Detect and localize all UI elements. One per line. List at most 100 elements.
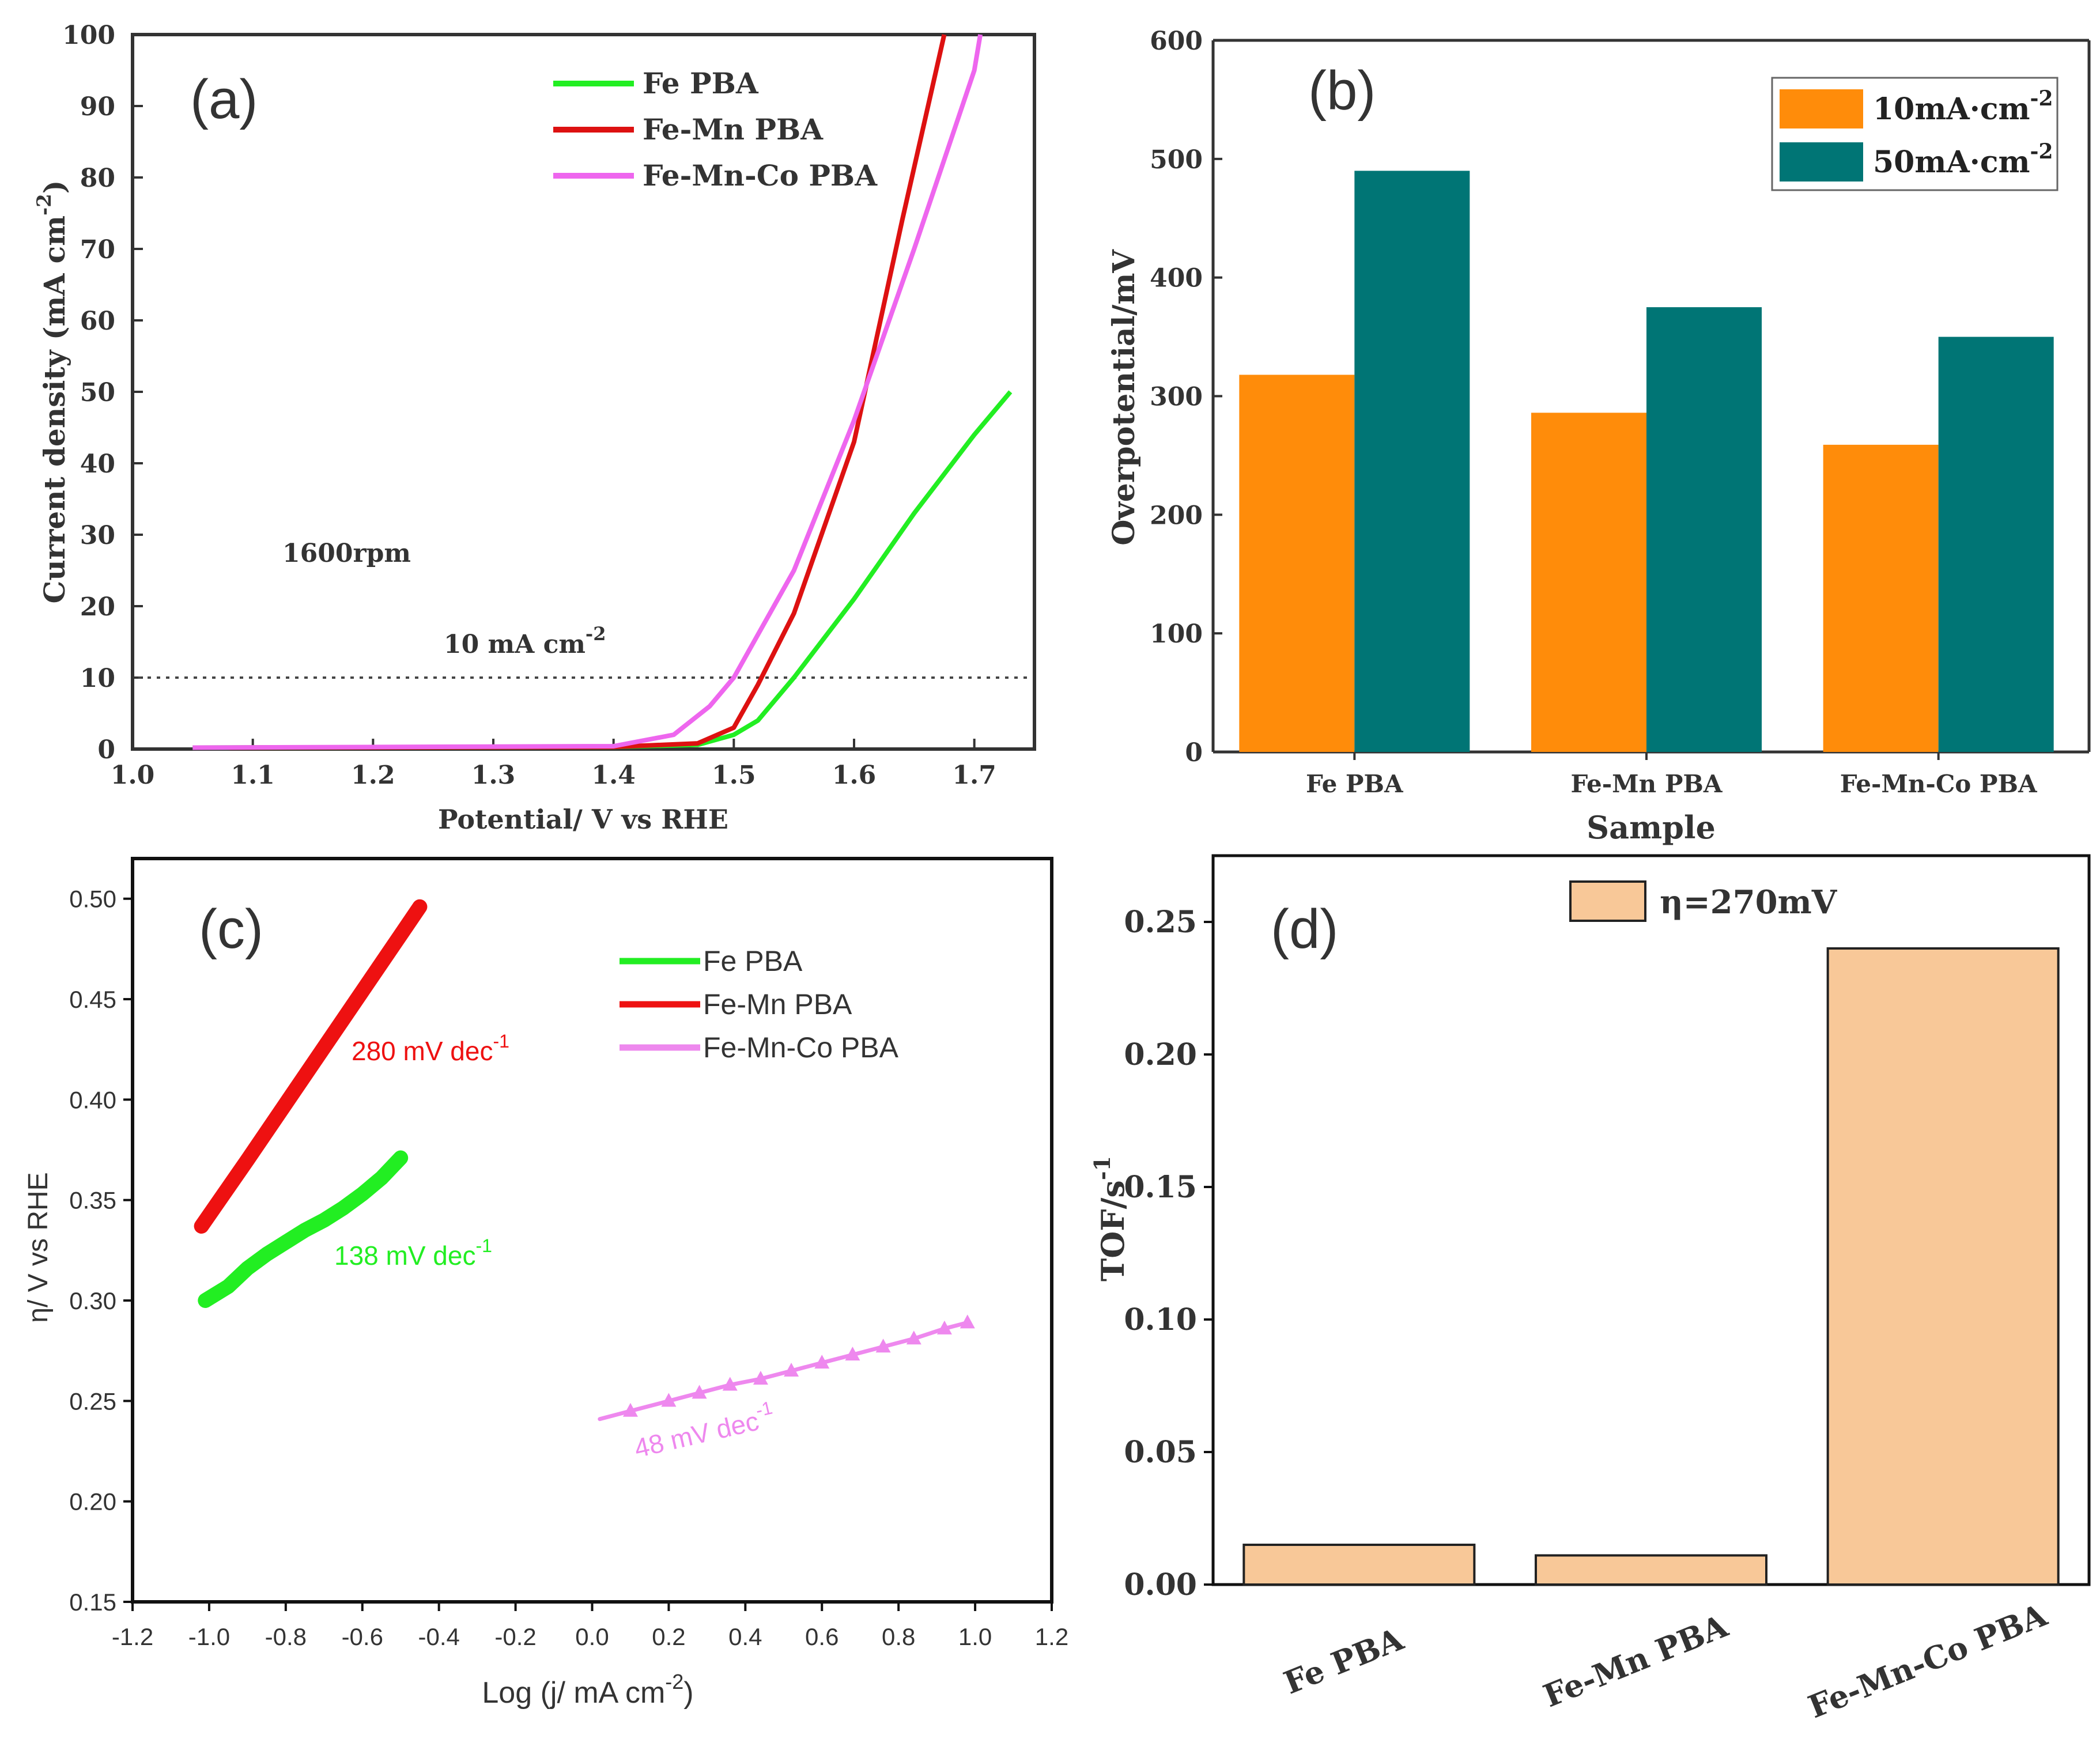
- panel-a-series-line-1: [228, 34, 947, 750]
- panel-a-x-tick-label: 1.3: [471, 761, 516, 790]
- panel-a-x-tick-label: 1.6: [832, 761, 877, 790]
- panel-b-y-tick-label: 500: [1150, 145, 1203, 175]
- panel-c-legend-label: Fe PBA: [703, 945, 803, 977]
- panel-b-bar: [1354, 171, 1470, 753]
- panel-a-rpm-annotation: 1600rpm: [282, 539, 411, 568]
- panel-b-y-tick-label: 0: [1185, 738, 1203, 768]
- panel-b-legend-label: 10mA·cm-2: [1873, 86, 2053, 127]
- panel-c-marker: [622, 1402, 638, 1417]
- panel-b-bar: [1823, 444, 1939, 752]
- panel-b-x-tick-label: Fe-Mn PBA: [1571, 770, 1723, 798]
- panel-b-x-tick-label: Fe PBA: [1306, 770, 1404, 798]
- panel-d-y-tick-label: 0.00: [1124, 1567, 1197, 1602]
- panel-a-x-axis-title: Potential/ V vs RHE: [438, 804, 728, 835]
- panel-a-x-tick-label: 1.0: [111, 761, 155, 790]
- panel-b-y-tick-label: 600: [1150, 27, 1203, 56]
- panel-c-marker: [845, 1347, 860, 1361]
- panel-b-x-axis-title: Sample: [1587, 809, 1716, 846]
- panel-c-y-tick-label: 0.25: [69, 1388, 116, 1415]
- panel-c-x-tick-label: 1.0: [958, 1623, 992, 1650]
- panel-d-y-axis-title: TOF/s-1: [1089, 1156, 1131, 1281]
- panel-c-x-tick-label: -0.6: [342, 1623, 383, 1650]
- panel-b-bar: [1646, 307, 1762, 752]
- panel-b-legend-label: 50mA·cm-2: [1873, 139, 2053, 180]
- panel-c-marker: [814, 1355, 830, 1369]
- panel-c-marker: [906, 1330, 921, 1345]
- panel-b-bar: [1239, 375, 1355, 752]
- panel-c-x-tick-label: 0.0: [575, 1623, 609, 1650]
- panel-a-y-tick-label: 10: [80, 664, 115, 693]
- panel-a-y-tick-label: 80: [80, 164, 115, 193]
- panel-a-y-tick-label: 30: [80, 521, 115, 550]
- panel-c-y-tick-label: 0.50: [69, 886, 116, 913]
- panel-d-bar: [1826, 947, 2060, 1586]
- panel-c-slope-label: 138 mV dec-1: [334, 1235, 492, 1271]
- panel-a-label: (a): [190, 69, 258, 130]
- panel-c-x-tick-label: 0.8: [882, 1623, 915, 1650]
- panel-d-label: (d): [1271, 898, 1338, 960]
- panel-c-marker: [661, 1393, 677, 1407]
- panel-d-y-tick-label: 0.15: [1124, 1170, 1197, 1205]
- panel-c-x-tick-label: 0.4: [728, 1623, 762, 1650]
- panel-c-x-tick-label: -0.8: [265, 1623, 307, 1650]
- panel-a-x-tick-label: 1.5: [712, 761, 756, 790]
- panel-a-series-line-2: [192, 34, 983, 750]
- panel-a-y-tick-label: 0: [97, 735, 115, 765]
- panel-b-y-tick-label: 200: [1150, 501, 1203, 530]
- panel-c-marker: [875, 1339, 891, 1353]
- panel-c-y-axis-title: η/ V vs RHE: [23, 1172, 54, 1322]
- panel-c-marker: [722, 1377, 738, 1391]
- panel-c-tafel-chart: 0.15 0.20 0.25 0.30 0.35 0.40 0.45 0.50 -1.2 -1.…: [23, 857, 1068, 1710]
- panel-c-marker: [784, 1363, 799, 1377]
- panel-a-y-tick-label: 40: [80, 449, 115, 479]
- panel-d-y-tick-label: 0.05: [1124, 1435, 1197, 1470]
- panel-d-legend-label: η=270mV: [1660, 883, 1838, 921]
- panel-a-legend-label: Fe PBA: [643, 66, 759, 100]
- panel-b-x-tick-label: Fe-Mn-Co PBA: [1840, 770, 2038, 798]
- panel-a-y-tick-label: 90: [80, 92, 115, 122]
- panel-a-y-tick-label: 50: [80, 378, 115, 407]
- panel-c-label: (c): [199, 898, 263, 960]
- panel-b-legend-swatch: [1780, 89, 1863, 128]
- panel-d-x-tick-label: Fe PBA: [1279, 1620, 1409, 1702]
- panel-d-tof-bar-chart: 0.00 0.05 0.10 0.15 0.20 0.25 Fe PBA Fe-Mn PBA…: [1089, 854, 2091, 1725]
- panel-b-y-axis-title: Overpotential/mV: [1106, 249, 1142, 546]
- panel-c-legend-label: Fe-Mn PBA: [703, 988, 852, 1020]
- panel-a-x-tick-label: 1.4: [591, 761, 636, 790]
- panel-a-x-tick-label: 1.7: [952, 761, 996, 790]
- panel-c-x-tick-label: -0.2: [494, 1623, 536, 1650]
- panel-a-x-tick-label: 1.1: [231, 761, 275, 790]
- panel-c-y-tick-label: 0.20: [69, 1488, 116, 1515]
- panel-a-y-tick-label: 100: [62, 21, 115, 50]
- panel-d-bar: [1242, 1544, 1476, 1586]
- panel-b-label: (b): [1308, 60, 1376, 122]
- panel-b-y-tick-label: 400: [1150, 264, 1203, 293]
- panel-a-y-tick-label: 60: [80, 307, 115, 336]
- panel-b-bar-chart: 0 100 200 300 400 500 600 Fe PBA Fe-Mn PBA Fe-Mn…: [1106, 27, 2091, 846]
- panel-c-series-line-1: [194, 899, 428, 1234]
- panel-b-bar: [1531, 413, 1646, 752]
- panel-a-legend-label: Fe-Mn-Co PBA: [643, 158, 878, 192]
- panel-c-y-tick-label: 0.30: [69, 1287, 116, 1314]
- panel-a-reference-annotation: 10 mA cm-2: [444, 623, 606, 659]
- panel-d-x-tick-label: Fe-Mn-Co PBA: [1803, 1596, 2053, 1725]
- panel-c-marker: [960, 1314, 975, 1329]
- panel-c-x-tick-label: -0.4: [418, 1623, 459, 1650]
- panel-b-y-tick-label: 300: [1150, 383, 1203, 412]
- panel-d-bar: [1535, 1554, 1767, 1586]
- panel-d-y-tick-label: 0.10: [1124, 1302, 1197, 1337]
- panel-a-y-tick-label: 20: [80, 592, 115, 622]
- panel-d-y-tick-label: 0.25: [1124, 905, 1197, 940]
- panel-c-x-tick-label: -1.2: [112, 1623, 153, 1650]
- panel-c-y-tick-label: 0.15: [69, 1589, 116, 1616]
- panel-c-x-tick-label: 0.6: [805, 1623, 839, 1650]
- panel-c-marker: [753, 1371, 768, 1385]
- panel-c-marker: [692, 1385, 707, 1399]
- panel-c-legend-label: Fe-Mn-Co PBA: [703, 1031, 899, 1064]
- panel-c-plot-frame: [131, 857, 1053, 1604]
- panel-c-x-tick-label: 0.2: [652, 1623, 685, 1650]
- panel-c-x-tick-label: -1.0: [188, 1623, 230, 1650]
- panel-a-line-chart: 0 10 20 30 40 50 60 70 80 90 100 1.0 1.1 1.2 1.3 1.4 1.…: [33, 21, 1036, 835]
- panel-c-marker: [936, 1320, 952, 1334]
- panel-c-series-line-0: [198, 1150, 409, 1308]
